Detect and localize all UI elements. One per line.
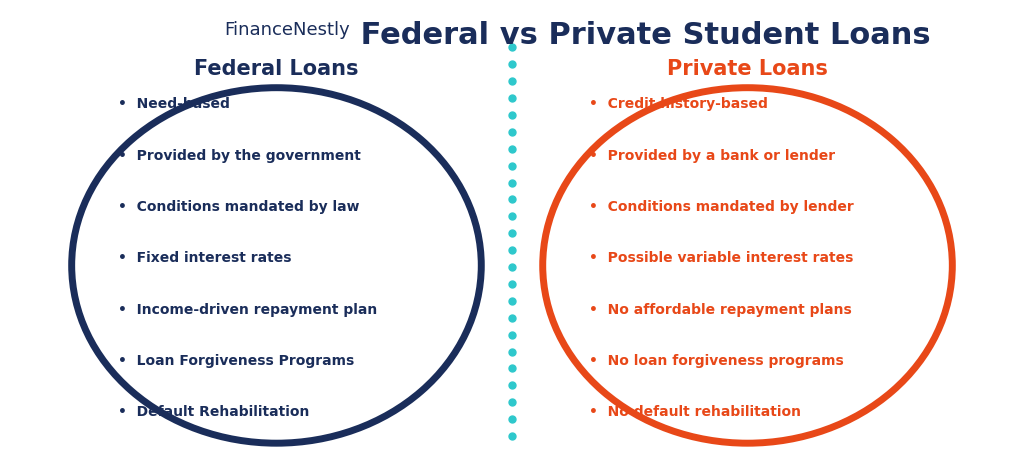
Text: •  Need-based: • Need-based bbox=[118, 97, 229, 111]
Text: Private Loans: Private Loans bbox=[667, 59, 828, 79]
Text: Federal Loans: Federal Loans bbox=[195, 59, 358, 79]
Text: •  No loan forgiveness programs: • No loan forgiveness programs bbox=[589, 354, 844, 368]
Text: •  Fixed interest rates: • Fixed interest rates bbox=[118, 251, 291, 265]
Text: •  Provided by the government: • Provided by the government bbox=[118, 149, 360, 163]
Text: •  Possible variable interest rates: • Possible variable interest rates bbox=[589, 251, 853, 265]
Text: FinanceNestly: FinanceNestly bbox=[224, 21, 350, 39]
Text: •  Default Rehabilitation: • Default Rehabilitation bbox=[118, 405, 309, 419]
Text: •  No default rehabilitation: • No default rehabilitation bbox=[589, 405, 801, 419]
Text: •  Conditions mandated by law: • Conditions mandated by law bbox=[118, 200, 359, 214]
Text: •  Credit history-based: • Credit history-based bbox=[589, 97, 768, 111]
Text: •  Conditions mandated by lender: • Conditions mandated by lender bbox=[589, 200, 854, 214]
Text: •  Income-driven repayment plan: • Income-driven repayment plan bbox=[118, 303, 377, 317]
Text: •  Loan Forgiveness Programs: • Loan Forgiveness Programs bbox=[118, 354, 354, 368]
Text: Federal vs Private Student Loans: Federal vs Private Student Loans bbox=[350, 21, 931, 50]
Text: •  No affordable repayment plans: • No affordable repayment plans bbox=[589, 303, 852, 317]
Text: •  Provided by a bank or lender: • Provided by a bank or lender bbox=[589, 149, 835, 163]
